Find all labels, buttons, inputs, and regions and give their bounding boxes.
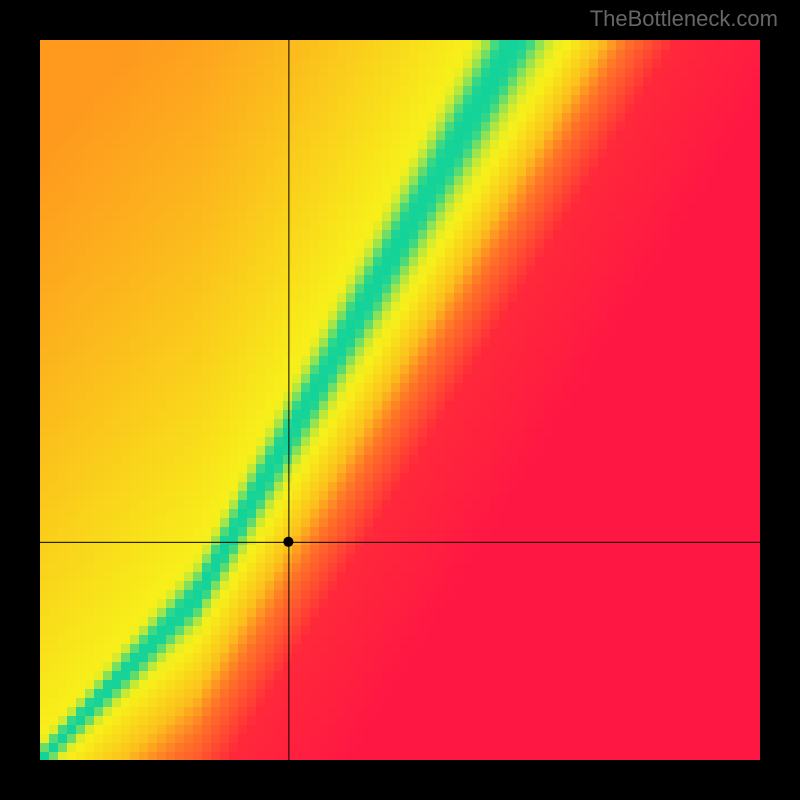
watermark-text: TheBottleneck.com bbox=[590, 6, 778, 32]
bottleneck-heatmap bbox=[40, 40, 760, 760]
